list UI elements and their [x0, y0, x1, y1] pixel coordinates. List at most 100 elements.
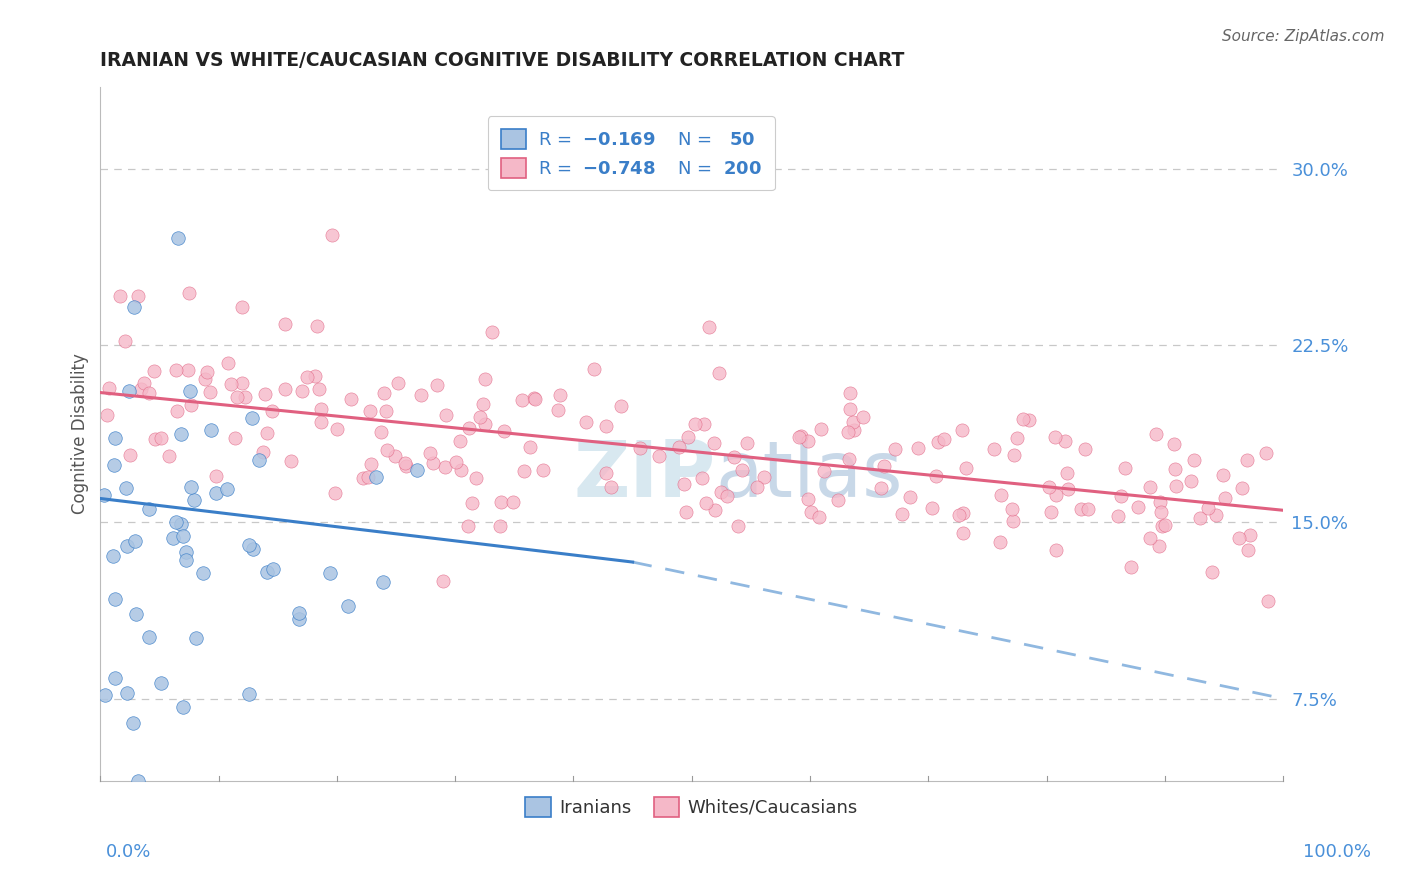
- Point: [548, 388, 571, 402]
- Point: [256, 425, 278, 440]
- Point: [952, 506, 974, 520]
- Point: [990, 488, 1012, 502]
- Point: [238, 538, 260, 552]
- Point: [787, 430, 810, 444]
- Point: [1005, 431, 1028, 445]
- Point: [166, 404, 188, 418]
- Point: [827, 492, 849, 507]
- Point: [1149, 495, 1171, 509]
- Point: [274, 317, 297, 331]
- Point: [318, 566, 340, 580]
- Point: [704, 503, 727, 517]
- Point: [394, 456, 416, 470]
- Point: [513, 464, 536, 478]
- Point: [884, 442, 907, 456]
- Point: [360, 457, 382, 471]
- Point: [842, 415, 865, 429]
- Point: [172, 699, 194, 714]
- Point: [1201, 566, 1223, 580]
- Point: [115, 482, 138, 496]
- Point: [375, 403, 398, 417]
- Point: [870, 482, 893, 496]
- Point: [108, 289, 131, 303]
- Point: [231, 376, 253, 391]
- Point: [384, 450, 406, 464]
- Text: 100.0%: 100.0%: [1303, 843, 1371, 861]
- Point: [457, 519, 479, 533]
- Point: [215, 482, 238, 496]
- Point: [127, 289, 149, 303]
- Point: [1147, 539, 1170, 553]
- Point: [357, 470, 380, 484]
- Point: [595, 418, 617, 433]
- Point: [426, 378, 449, 392]
- Point: [395, 458, 418, 473]
- Point: [295, 369, 318, 384]
- Point: [183, 492, 205, 507]
- Point: [1139, 532, 1161, 546]
- Point: [309, 415, 332, 429]
- Point: [352, 471, 374, 485]
- Point: [434, 409, 457, 423]
- Point: [170, 516, 193, 531]
- Point: [308, 382, 330, 396]
- Point: [488, 518, 510, 533]
- Point: [103, 458, 125, 472]
- Point: [907, 441, 929, 455]
- Point: [200, 385, 222, 400]
- Point: [1227, 531, 1250, 545]
- Point: [707, 367, 730, 381]
- Point: [304, 369, 326, 384]
- Point: [177, 285, 200, 300]
- Point: [519, 440, 541, 454]
- Point: [127, 774, 149, 789]
- Point: [138, 386, 160, 401]
- Point: [419, 446, 441, 460]
- Point: [1077, 502, 1099, 516]
- Point: [337, 599, 360, 613]
- Point: [547, 403, 569, 417]
- Point: [411, 388, 433, 402]
- Point: [433, 459, 456, 474]
- Point: [252, 444, 274, 458]
- Point: [471, 397, 494, 411]
- Point: [1001, 514, 1024, 528]
- Point: [754, 470, 776, 484]
- Point: [838, 386, 860, 401]
- Point: [1001, 502, 1024, 516]
- Point: [242, 541, 264, 556]
- Point: [952, 525, 974, 540]
- Point: [143, 432, 166, 446]
- Point: [1057, 483, 1080, 497]
- Point: [1056, 466, 1078, 480]
- Point: [1114, 460, 1136, 475]
- Point: [242, 411, 264, 425]
- Point: [307, 318, 329, 333]
- Point: [205, 468, 228, 483]
- Point: [1188, 511, 1211, 525]
- Point: [502, 494, 524, 508]
- Point: [474, 372, 496, 386]
- Point: [260, 404, 283, 418]
- Point: [309, 402, 332, 417]
- Point: [1070, 501, 1092, 516]
- Point: [104, 430, 127, 444]
- Point: [191, 566, 214, 581]
- Point: [449, 434, 471, 449]
- Point: [370, 425, 392, 439]
- Point: [1045, 430, 1067, 444]
- Point: [97, 381, 120, 395]
- Point: [321, 228, 343, 243]
- Point: [122, 300, 145, 314]
- Point: [1236, 453, 1258, 467]
- Point: [247, 453, 270, 467]
- Point: [142, 364, 165, 378]
- Point: [166, 230, 188, 244]
- Point: [1074, 442, 1097, 456]
- Point: [678, 429, 700, 443]
- Point: [1213, 491, 1236, 505]
- Point: [921, 500, 943, 515]
- Point: [226, 390, 249, 404]
- Point: [1144, 427, 1167, 442]
- Point: [790, 428, 813, 442]
